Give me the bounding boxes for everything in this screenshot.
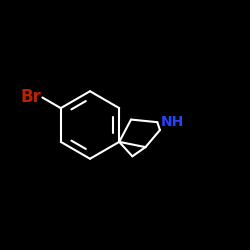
- Text: Br: Br: [20, 88, 41, 106]
- Text: NH: NH: [160, 115, 184, 129]
